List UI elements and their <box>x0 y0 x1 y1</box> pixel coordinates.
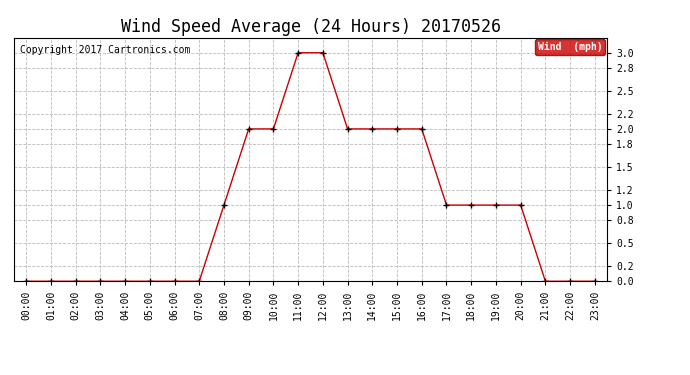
Text: Copyright 2017 Cartronics.com: Copyright 2017 Cartronics.com <box>20 45 190 55</box>
Legend: Wind  (mph): Wind (mph) <box>535 39 605 55</box>
Title: Wind Speed Average (24 Hours) 20170526: Wind Speed Average (24 Hours) 20170526 <box>121 18 500 36</box>
